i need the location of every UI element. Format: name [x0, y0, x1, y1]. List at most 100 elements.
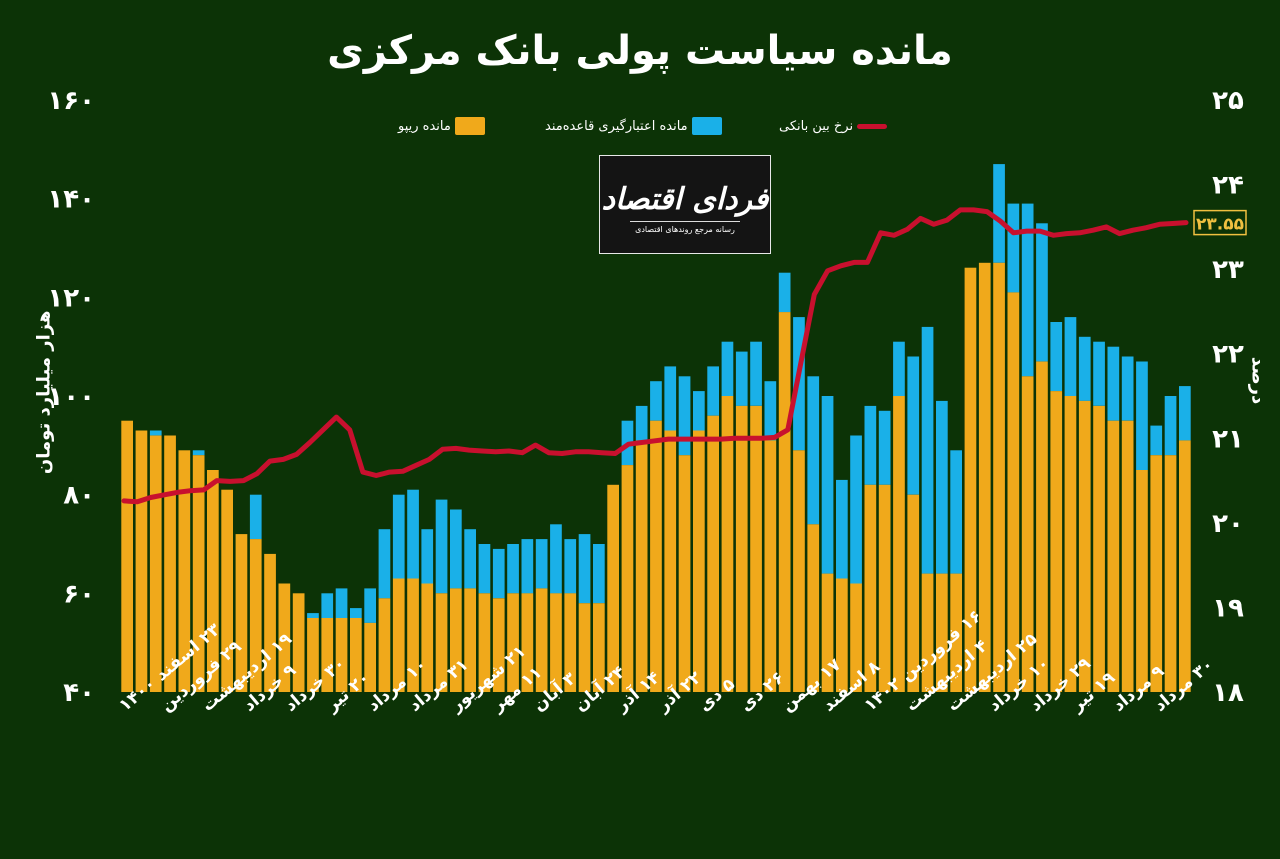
logo-name: فردای اقتصاد [601, 182, 769, 217]
repo-bar [635, 440, 648, 692]
repo-bar [192, 455, 205, 692]
publisher-logo: فردای اقتصاد رسانه مرجع روندهای اقتصادی [599, 155, 771, 254]
y2-tick-label: ۱۸ [1212, 678, 1244, 708]
credit-bar [950, 450, 962, 574]
repo-bar [121, 420, 133, 692]
credit-bar [1021, 203, 1034, 377]
repo-bar [664, 430, 677, 692]
repo-bar [735, 405, 748, 692]
y-tick-label: ۸۰ [63, 481, 95, 511]
repo-bar [578, 603, 591, 692]
repo-bar [235, 534, 248, 692]
credit-bar [735, 351, 748, 406]
credit-bar [836, 479, 848, 579]
y2-tick-label: ۱۹ [1212, 593, 1244, 623]
credit-bar [564, 539, 577, 594]
credit-bar [650, 381, 662, 421]
repo-bar [407, 578, 419, 692]
credit-bar [249, 494, 262, 540]
credit-bar [907, 356, 920, 495]
credit-bar [535, 539, 548, 589]
credit-bar [307, 613, 319, 618]
credit-bar [578, 534, 591, 604]
credit-bar [1093, 341, 1105, 406]
legend-rate: نرخ بین بانکی [779, 116, 888, 136]
repo-bar [249, 539, 262, 692]
repo-bar [307, 618, 319, 692]
credit-bar [1036, 223, 1048, 362]
repo-bar [1107, 420, 1120, 692]
repo-bar [164, 435, 176, 692]
repo-bar [1121, 420, 1134, 692]
y2-tick-label: ۲۲ [1212, 340, 1244, 370]
credit-bar [764, 381, 777, 441]
y-tick-label: ۴۰ [63, 678, 95, 708]
credit-bar [149, 430, 162, 436]
y-tick-label: ۱۴۰ [47, 185, 95, 215]
repo-bar [593, 603, 605, 692]
repo-bar [178, 450, 191, 692]
credit-bar [421, 529, 434, 584]
repo-bar [750, 405, 762, 692]
credit-bar [407, 489, 419, 579]
credit-bar [507, 544, 519, 594]
repo-bar [550, 593, 562, 692]
repo-bar [564, 593, 577, 692]
credit-bar [1179, 386, 1191, 441]
chart-title: مانده سیاست پولی بانک مرکزی [327, 28, 953, 74]
y2-tick-label: ۲۰ [1212, 509, 1244, 539]
legend-credit-swatch [691, 117, 722, 135]
repo-bar [950, 573, 962, 692]
repo-bar [607, 484, 619, 692]
y-tick-label: ۱۰۰ [47, 382, 95, 412]
credit-bar [1078, 336, 1091, 401]
repo-bar [149, 435, 162, 692]
credit-bar [936, 400, 948, 574]
credit-bar [807, 376, 820, 525]
repo-bar [450, 588, 462, 692]
credit-bar [1136, 361, 1148, 470]
credit-bar [464, 529, 476, 589]
repo-bar [693, 430, 705, 692]
repo-bar [1179, 440, 1191, 692]
y-tick-label: ۶۰ [63, 579, 95, 609]
credit-bar [1064, 317, 1077, 396]
credit-bar [864, 405, 877, 485]
repo-bar [221, 489, 233, 692]
credit-bar [521, 539, 534, 594]
repo-bar [135, 430, 148, 692]
credit-bar [678, 376, 691, 456]
credit-bar [1150, 425, 1163, 456]
repo-bar [993, 262, 1005, 692]
repo-bar [793, 450, 805, 692]
repo-bar [421, 583, 434, 692]
interbank-rate-line [121, 207, 1189, 505]
legend-rate-label: نرخ بین بانکی [779, 118, 854, 134]
repo-bar [978, 262, 991, 692]
credit-bar [364, 588, 376, 623]
credit-bar [921, 326, 934, 574]
credit-bar [435, 499, 448, 594]
repo-bar [678, 455, 691, 692]
credit-bar [850, 435, 862, 584]
repo-bar [335, 618, 348, 692]
credit-bar [1050, 322, 1063, 392]
credit-bar [478, 544, 491, 594]
legend-repo: مانده ریپو [398, 116, 485, 136]
credit-bar [993, 164, 1005, 263]
repo-bar [492, 598, 505, 692]
repo-bar [807, 524, 820, 692]
credit-bar [664, 366, 677, 431]
y2-tick-label: ۲۵ [1212, 86, 1244, 116]
credit-bar [392, 494, 405, 579]
legend-rate-swatch [857, 123, 888, 129]
repo-bar [535, 588, 548, 692]
last-value-label: ۲۳.۵۵ [1196, 215, 1244, 235]
credit-bar [321, 593, 334, 618]
credit-bar [635, 405, 648, 441]
credit-bar [721, 341, 734, 396]
repo-bar [893, 396, 905, 692]
repo-bar [1064, 396, 1077, 692]
repo-bar [907, 494, 920, 692]
